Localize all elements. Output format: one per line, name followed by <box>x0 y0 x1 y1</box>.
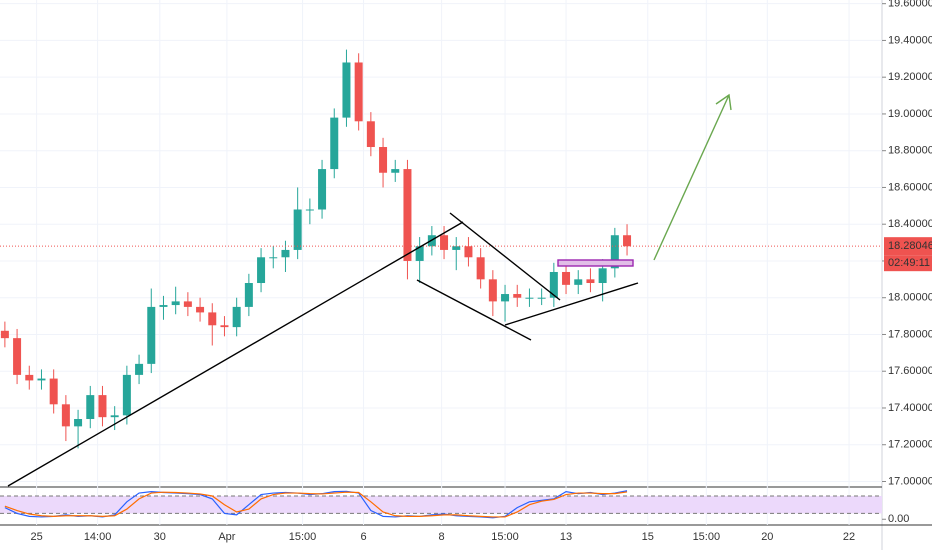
x-tick-label: 15:00 <box>693 531 721 543</box>
candle-body <box>147 306 156 364</box>
candle-body <box>366 121 375 148</box>
candle-body <box>440 235 449 250</box>
triangle-line <box>504 282 639 326</box>
x-tick-label: 14:00 <box>84 531 112 543</box>
candle-body <box>513 294 522 298</box>
candle-body <box>37 378 46 381</box>
candle-body <box>281 249 290 258</box>
y-tick-label: 18.80000 <box>888 145 932 157</box>
candle-body <box>208 312 217 326</box>
candle-body <box>13 338 22 375</box>
candle-body <box>122 374 131 416</box>
drawings <box>7 93 732 487</box>
candle-body <box>537 297 546 299</box>
candle-body <box>354 62 363 122</box>
x-tick-label: 13 <box>560 531 572 543</box>
y-tick-label: 19.00000 <box>888 108 932 120</box>
y-tick-label: 19.20000 <box>888 71 932 83</box>
y-tick-label: 18.00000 <box>888 292 932 304</box>
candle-body <box>476 257 485 280</box>
x-tick-label: 20 <box>761 531 773 543</box>
x-tick-label: 15 <box>642 531 654 543</box>
candle-body <box>598 268 607 284</box>
candle-body <box>0 330 9 339</box>
candle-body <box>464 246 473 258</box>
y-tick-label: 19.40000 <box>888 34 932 46</box>
candle-body <box>379 147 388 173</box>
y-tick-label: 0.00 <box>888 513 909 525</box>
target-arrow <box>653 94 730 261</box>
x-tick-label: 15:00 <box>491 531 519 543</box>
last-price-label: 18.28046 <box>888 240 932 252</box>
candle-body <box>232 306 241 328</box>
candle-body <box>391 169 400 173</box>
candle-body <box>135 363 144 375</box>
candle-body <box>110 415 119 418</box>
candle-body <box>342 62 351 118</box>
arrow-head <box>715 93 732 111</box>
candle-body <box>25 374 34 381</box>
last-price-box <box>884 237 932 256</box>
candle-body <box>74 419 83 427</box>
candle-body <box>586 279 595 284</box>
candle-body <box>574 279 583 285</box>
y-tick-label: 17.00000 <box>888 475 932 487</box>
candle-body <box>98 395 107 418</box>
candle-body <box>562 271 571 285</box>
candle-body <box>318 169 327 210</box>
x-tick-label: 15:00 <box>289 531 317 543</box>
x-tick-label: 30 <box>154 531 166 543</box>
candle-body <box>257 257 266 284</box>
y-tick-label: 18.60000 <box>888 181 932 193</box>
x-tick-label: 25 <box>30 531 42 543</box>
candle-body <box>525 297 534 299</box>
candle-body <box>330 117 339 170</box>
candle-body <box>403 169 412 261</box>
candle-body <box>220 325 229 328</box>
flag-line <box>416 279 532 341</box>
candle-body <box>244 283 253 307</box>
x-tick-label: 6 <box>360 531 366 543</box>
candle-body <box>196 306 205 313</box>
candle-body <box>501 294 510 302</box>
x-tick-label: 22 <box>843 531 855 543</box>
candle-body <box>159 305 168 307</box>
flag-line <box>449 212 561 301</box>
candle-body <box>49 378 58 405</box>
candle-body <box>452 246 461 250</box>
candle-body <box>549 271 558 298</box>
candle-body <box>269 257 278 259</box>
x-tick-label: 8 <box>439 531 445 543</box>
candle-body <box>86 395 95 420</box>
candle-body <box>183 301 192 307</box>
countdown-label: 02:49:11 <box>888 257 930 269</box>
y-tick-label: 17.40000 <box>888 402 932 414</box>
y-tick-label: 18.40000 <box>888 218 932 230</box>
y-tick-label: 17.80000 <box>888 328 932 340</box>
candle-body <box>61 404 70 427</box>
candle-body <box>610 235 619 269</box>
candle-body <box>415 246 424 261</box>
candle-body <box>488 279 497 302</box>
countdown-box <box>884 255 932 272</box>
candle-body <box>293 209 302 250</box>
candle-body <box>623 235 632 247</box>
y-tick-label: 19.60000 <box>888 0 932 10</box>
y-tick-label: 17.60000 <box>888 365 932 377</box>
zone <box>557 259 634 267</box>
indicator-line <box>4 491 628 518</box>
candle-body <box>171 301 180 306</box>
y-tick-label: 17.20000 <box>888 439 932 451</box>
candle-body <box>305 209 314 211</box>
trend-line <box>7 221 464 487</box>
x-tick-label: Apr <box>218 531 235 543</box>
